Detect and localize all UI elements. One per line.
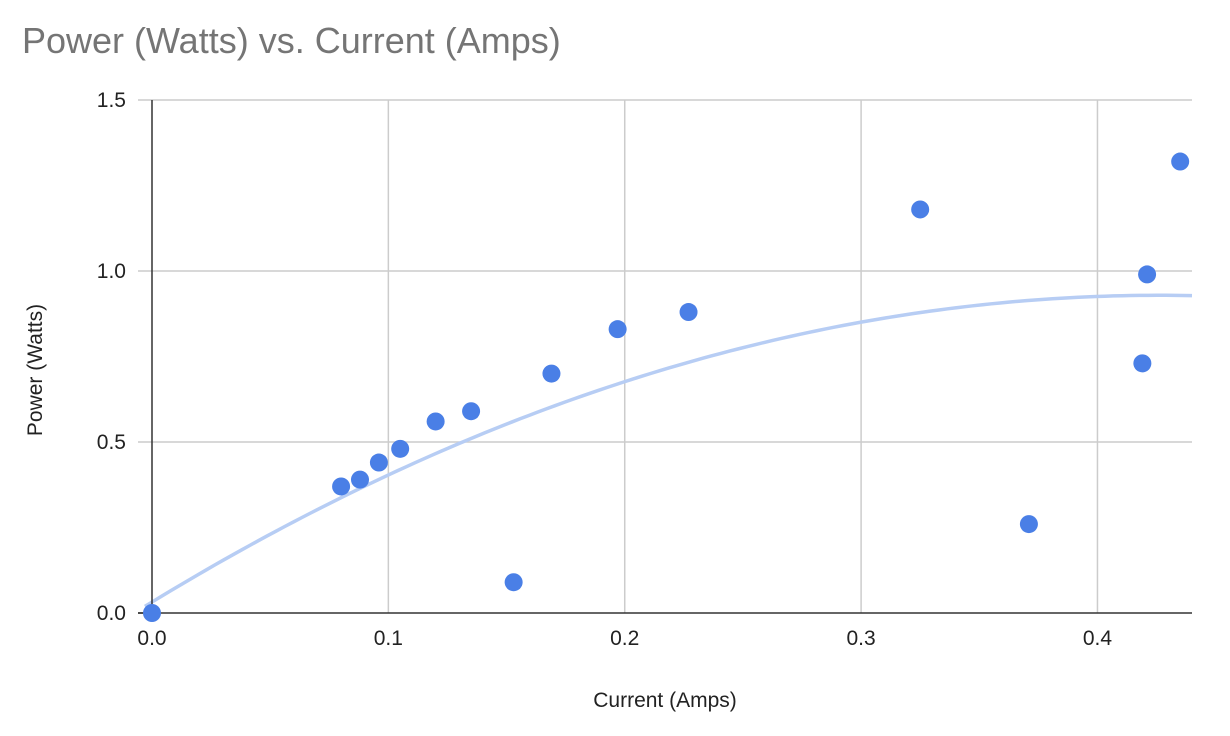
y-tick-label: 1.5 (97, 89, 126, 112)
x-tick-label: 0.3 (846, 627, 875, 650)
trendline-curve (143, 293, 1193, 608)
data-point (1138, 265, 1157, 284)
data-point (462, 402, 481, 421)
chart-title: Power (Watts) vs. Current (Amps) (22, 20, 561, 61)
x-tick-label: 0.0 (137, 627, 166, 650)
x-tick-label: 0.1 (374, 627, 403, 650)
data-point (542, 364, 561, 383)
y-axis-title: Power (Watts) (24, 304, 47, 436)
data-point (369, 453, 388, 472)
x-axis-title: Current (Amps) (593, 689, 737, 712)
data-point (608, 320, 627, 339)
data-point (911, 200, 930, 219)
data-point (391, 439, 410, 458)
y-tick-label: 0.5 (97, 431, 126, 454)
x-tick-label: 0.4 (1083, 627, 1113, 650)
tick-labels: 0.0 0.5 1.0 1.5 0.0 0.1 0.2 0.3 0.4 (97, 89, 1113, 650)
axes (138, 100, 1192, 614)
y-tick-label: 0.0 (97, 602, 126, 625)
data-point (1171, 152, 1190, 171)
x-tick-label: 0.2 (610, 627, 639, 650)
trendline (143, 293, 1193, 608)
data-point (426, 412, 445, 431)
data-point (1019, 515, 1038, 534)
data-points (143, 152, 1190, 622)
data-point (143, 604, 161, 622)
data-point (1133, 354, 1152, 373)
y-tick-label: 1.0 (97, 260, 126, 283)
data-point (679, 303, 698, 322)
grid-lines (138, 99, 1192, 613)
data-point (351, 470, 369, 489)
data-point (332, 477, 351, 496)
data-point (504, 573, 523, 592)
